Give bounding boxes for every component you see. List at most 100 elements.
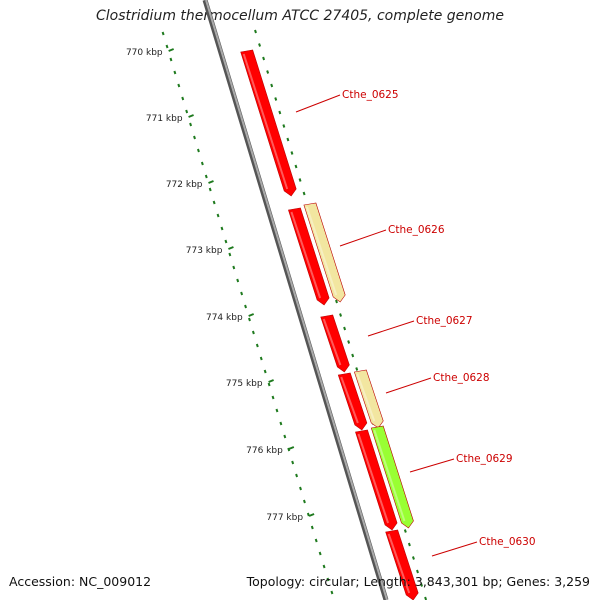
major-tick [208,180,214,184]
genome-summary-text: Topology: circular; Length: 3,843,301 bp… [246,574,590,589]
minor-tick [287,447,291,452]
gene-feature [320,314,350,373]
minor-tick [200,161,204,166]
minor-tick [412,556,415,560]
minor-tick [302,499,306,504]
gene-label: Cthe_0627 [416,315,473,327]
minor-tick [295,473,299,478]
gene-feature [240,49,297,197]
gene-label-leader [409,458,455,473]
gene-feature [385,529,419,600]
minor-tick [240,291,244,296]
ruler-label: 771 kbp [146,114,183,124]
minor-tick [165,44,169,49]
minor-tick [330,590,334,595]
minor-tick [343,326,347,331]
minor-tick [298,178,302,182]
minor-tick [355,367,359,371]
minor-tick [290,151,294,155]
gene-feature [337,372,368,431]
minor-tick [244,304,247,309]
minor-tick [302,191,306,196]
gene-feature [353,369,384,429]
gene-highlight [387,533,411,594]
minor-tick [224,239,228,244]
minor-tick [255,343,259,348]
ruler-major-ticks [168,48,315,517]
gene-label-leader [339,229,387,247]
minor-tick [291,460,295,465]
minor-tick [286,137,290,142]
major-tick [228,246,234,250]
minor-tick [208,187,212,192]
minor-tick [177,83,181,88]
minor-tick [279,421,283,426]
gene-label: Cthe_0625 [342,89,399,101]
gene-label: Cthe_0629 [456,453,513,465]
gene-highlight [357,433,390,524]
minor-tick [347,340,351,344]
major-tick [288,446,295,450]
minor-tick [335,299,338,304]
gene-label-leader [431,541,478,557]
gene-highlight [322,318,342,366]
minor-tick [262,56,266,61]
gene-feature [355,429,398,531]
gene-labels: Cthe_0625 Cthe_0626 Cthe_0627 Cthe_0628 Cthe… [295,89,536,557]
gene-label-leader [295,94,341,113]
ruler-label: 772 kbp [166,180,203,190]
minor-tick [258,43,261,47]
minor-tick [263,369,267,374]
minor-tick [278,110,282,115]
gene-highlight [340,376,359,424]
genome-backbone [202,0,389,600]
minor-tick [212,200,216,205]
major-tick [248,313,255,317]
minor-tick [310,525,314,530]
minor-tick [189,122,193,127]
minor-tick [228,252,232,257]
minor-tick [185,109,189,114]
gene-label: Cthe_0626 [388,224,445,236]
minor-tick [266,70,270,74]
minor-tick [161,31,165,36]
minor-tick [169,57,173,62]
map-title: Clostridium thermocellum ATCC 27405, com… [96,8,504,24]
gene-label: Cthe_0630 [479,536,536,548]
minor-tick [232,265,236,270]
minor-tick [271,395,275,400]
gene-label: Cthe_0628 [433,372,490,384]
major-tick [268,379,274,383]
gene-highlight [290,211,322,299]
gene-features [240,49,419,600]
minor-tick [267,382,271,387]
ruler-label: 773 kbp [186,246,223,256]
minor-tick [251,330,255,335]
minor-tick [318,551,322,556]
minor-tick [322,564,326,569]
minor-tick [403,529,407,533]
minor-tick [196,148,200,153]
minor-tick [351,353,355,358]
minor-tick [306,512,310,517]
gene-highlight [242,53,289,190]
backbone-highlight [205,0,388,600]
minor-tick [220,226,224,231]
ruler-label: 774 kbp [206,313,243,323]
gene-label-leader [385,377,432,394]
major-tick [168,48,175,52]
minor-tick [299,486,302,491]
minor-tick [173,70,177,75]
gene-feature [303,202,346,303]
minor-tick [282,124,286,128]
ruler-label: 770 kbp [126,48,163,58]
minor-tick [204,174,208,179]
minor-tick [326,577,330,582]
gene-label-leader [367,320,415,337]
major-tick [188,114,194,118]
ruler-labels: 770 kbp 771 kbp 772 kbp 773 kbp 774 kbp 775 k… [126,48,303,523]
gene-highlight [373,429,406,522]
minor-tick [339,313,342,317]
